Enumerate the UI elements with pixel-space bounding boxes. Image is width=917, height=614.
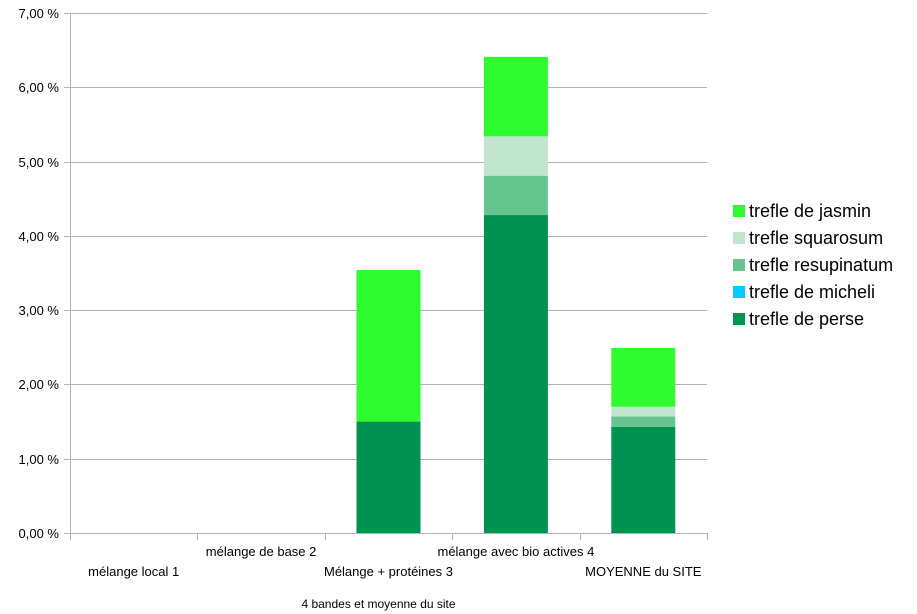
bar-segment-trefle-resupinatum (483, 175, 548, 216)
legend-swatch (733, 258, 745, 271)
x-axis-tick-labels: mélange local 1 mélange de base 2 Mélange … (88, 544, 702, 579)
x-tick-label: Mélange + protéines 3 (324, 564, 453, 579)
legend-item: trefle de perse (733, 305, 893, 332)
bar-segment-trefle-de-perse (483, 215, 548, 534)
bar-segment-trefle-de-perse (356, 421, 421, 533)
legend-item: trefle squarosum (733, 224, 893, 251)
y-tick-label: 6,00 % (19, 80, 60, 95)
legend-label: trefle de perse (749, 308, 865, 329)
bar-segment-trefle-squarosum (483, 136, 548, 176)
axes (70, 13, 708, 540)
bars (356, 56, 676, 534)
y-tick-label: 1,00 % (19, 452, 60, 467)
legend-label: trefle resupinatum (749, 254, 894, 275)
x-axis-title-container: 4 bandes et moyenne du site (0, 597, 917, 611)
x-tick-label: mélange avec bio actives 4 (437, 544, 594, 559)
y-tick-label: 0,00 % (19, 526, 60, 541)
legend-swatch (733, 204, 745, 217)
y-axis-tick-labels: 0,00 % 1,00 % 2,00 % 3,00 % 4,00 % 5,00 % 6,00… (19, 6, 60, 541)
legend-swatch (733, 231, 745, 244)
legend-label: trefle de micheli (749, 281, 876, 302)
legend-label: trefle squarosum (749, 227, 884, 248)
y-tick-label: 7,00 % (19, 6, 60, 21)
legend-swatch (733, 312, 745, 325)
bar-segment-trefle-de-jasmin (483, 56, 548, 137)
x-tick-label: MOYENNE du SITE (585, 564, 702, 579)
x-tick-label: mélange de base 2 (206, 544, 317, 559)
x-tick-label: mélange local 1 (88, 564, 179, 579)
legend-item: trefle resupinatum (733, 251, 893, 278)
y-tick-label: 4,00 % (19, 229, 60, 244)
bar-segment-trefle-de-perse (611, 426, 676, 533)
legend: trefle de jasmin trefle squarosum trefle r… (733, 197, 893, 332)
legend-label: trefle de jasmin (749, 200, 872, 221)
legend-item: trefle de jasmin (733, 197, 893, 224)
bar-segment-trefle-de-jasmin (356, 270, 421, 422)
bar-segment-trefle-de-jasmin (611, 348, 676, 407)
bar-segment-trefle-resupinatum (611, 416, 676, 427)
y-tick-label: 2,00 % (19, 377, 60, 392)
bar-segment-trefle-squarosum (611, 406, 676, 417)
x-axis-title: 4 bandes et moyenne du site (301, 597, 456, 611)
y-tick-label: 5,00 % (19, 155, 60, 170)
y-tick-label: 3,00 % (19, 303, 60, 318)
legend-swatch (733, 285, 745, 298)
legend-item: trefle de micheli (733, 278, 893, 305)
